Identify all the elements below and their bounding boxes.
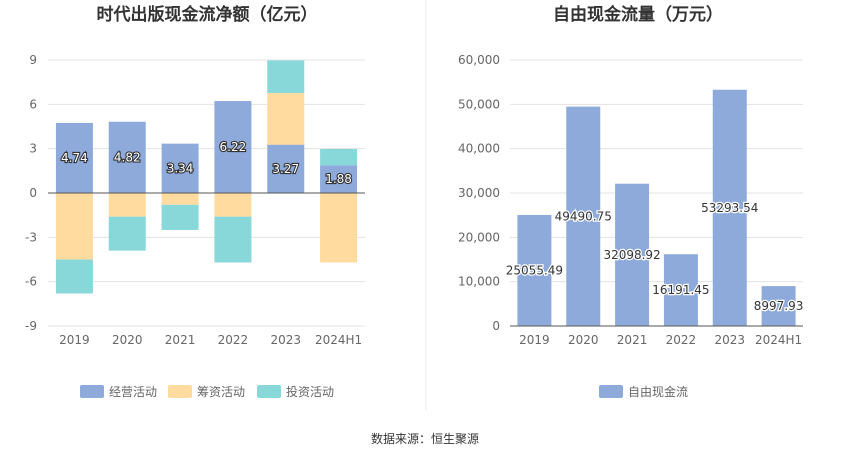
data-label: 4.74	[61, 151, 88, 165]
fcf-bar	[615, 183, 650, 326]
right-chart-y-axis: 60,000 50,000 40,000 30,000 20,000 10,000 0	[458, 53, 500, 333]
operating-bar	[161, 143, 199, 193]
investing-bar	[267, 60, 305, 93]
legend-swatch	[80, 385, 104, 398]
x-tick-label: 2020	[568, 333, 599, 347]
data-source-note: 数据来源：恒生聚源	[370, 432, 479, 446]
left-chart-data-labels: 4.74 4.82 3.34 6.22 3.27 1.88	[60, 139, 353, 187]
data-label: 32098.92	[603, 248, 660, 262]
operating-bar	[214, 101, 252, 193]
y-tick-label: 60,000	[458, 53, 500, 67]
data-label: 25055.49	[506, 263, 563, 277]
legend-swatch	[257, 385, 281, 398]
investing-bar	[320, 148, 358, 166]
financing-bar	[267, 92, 305, 145]
y-tick-label: -9	[25, 319, 37, 333]
right-chart-legend: 自由现金流	[599, 384, 688, 399]
left-chart-x-axis: 2019 2020 2021 2022 2023 2024H1	[59, 333, 362, 347]
right-chart-data-labels: 25055.49 49490.75 32098.92 16191.45 53293.54…	[505, 200, 805, 315]
left-chart-legend: 经营活动 筹资活动 投资活动	[80, 384, 334, 399]
financing-bar	[214, 193, 252, 217]
financing-bar	[161, 193, 199, 205]
investing-bar	[214, 216, 252, 263]
y-tick-label: 50,000	[458, 97, 500, 111]
fcf-bar	[517, 214, 552, 326]
fcf-bar	[566, 106, 601, 327]
left-chart-title: 时代出版现金流净额（亿元）	[97, 4, 318, 25]
y-tick-label: 0	[492, 319, 500, 333]
x-tick-label: 2021	[617, 333, 648, 347]
data-label: 16191.45	[652, 283, 709, 297]
right-chart-bars	[510, 89, 803, 327]
x-tick-label: 2023	[270, 333, 301, 347]
x-tick-label: 2022	[218, 333, 249, 347]
data-label: 53293.54	[701, 201, 758, 215]
data-label: 49490.75	[555, 209, 612, 223]
y-tick-label: 10,000	[458, 275, 500, 289]
financing-bar	[108, 193, 146, 217]
y-tick-label: 6	[29, 97, 37, 111]
x-tick-label: 2021	[165, 333, 196, 347]
y-tick-label: 0	[29, 186, 37, 200]
operating-bar	[267, 144, 305, 193]
investing-bar	[108, 216, 146, 251]
legend-label: 自由现金流	[628, 384, 688, 399]
data-label: 4.82	[114, 150, 141, 164]
investing-bar	[161, 204, 199, 230]
legend-label: 筹资活动	[197, 385, 245, 399]
y-tick-label: 9	[29, 53, 37, 67]
legend-label: 投资活动	[286, 384, 334, 399]
operating-bar	[55, 122, 93, 193]
data-label: 3.34	[167, 161, 194, 175]
data-label: 8997.93	[754, 299, 804, 313]
right-chart-x-axis: 2019 2020 2021 2022 2023 2024H1	[519, 333, 802, 347]
x-tick-label: 2022	[666, 333, 697, 347]
x-tick-label: 2023	[714, 333, 745, 347]
x-tick-label: 2024H1	[315, 333, 362, 347]
fcf-bar	[712, 89, 747, 327]
data-label: 3.27	[272, 162, 299, 176]
y-tick-label: 30,000	[458, 186, 500, 200]
y-tick-label: 40,000	[458, 142, 500, 156]
data-label: 1.88	[325, 172, 352, 186]
operating-bar	[320, 165, 358, 193]
legend-swatch	[599, 385, 623, 398]
x-tick-label: 2024H1	[755, 333, 802, 347]
y-tick-label: 3	[29, 142, 37, 156]
fcf-bar	[761, 286, 796, 326]
left-chart-y-axis: 9 6 3 0 -3 -6 -9	[25, 53, 37, 333]
investing-bar	[55, 259, 93, 294]
y-tick-label: -3	[25, 230, 37, 244]
x-tick-label: 2019	[59, 333, 90, 347]
financing-bar	[55, 193, 93, 260]
legend-swatch	[168, 385, 192, 398]
x-tick-label: 2019	[519, 333, 550, 347]
data-label: 6.22	[220, 140, 247, 154]
left-chart-bars	[48, 60, 365, 294]
operating-bar	[108, 121, 146, 193]
right-chart-title: 自由现金流量（万元）	[553, 4, 723, 25]
legend-label: 经营活动	[109, 385, 157, 399]
y-tick-label: -6	[25, 275, 37, 289]
fcf-bar	[663, 254, 698, 326]
financing-bar	[320, 193, 358, 263]
y-tick-label: 20,000	[458, 230, 500, 244]
x-tick-label: 2020	[112, 333, 143, 347]
